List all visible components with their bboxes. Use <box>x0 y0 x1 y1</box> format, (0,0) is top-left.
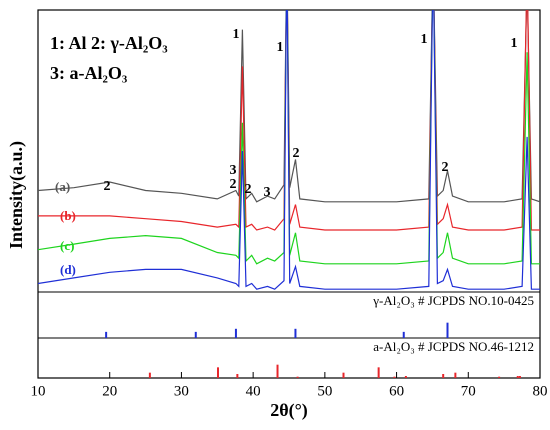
x-tick-label: 20 <box>102 383 117 399</box>
legend-text: 3: a-Al₂O₃ <box>50 63 128 83</box>
y-axis-label: Intensity(a.u.) <box>6 141 27 249</box>
peak-annotation: 2 <box>245 182 252 197</box>
x-tick-label: 80 <box>533 383 548 399</box>
peak-annotation: 2 <box>230 177 237 192</box>
peak-annotation: 3 <box>264 185 271 200</box>
xrd-trace <box>38 10 540 290</box>
peak-annotation: 1 <box>421 32 428 47</box>
peak-annotation: 2 <box>104 179 111 194</box>
reference-label: a-Al₂O₃ # JCPDS NO.46-1212 <box>373 339 534 354</box>
peak-annotation: 1 <box>233 27 240 42</box>
x-axis-label: 2θ(°) <box>270 400 308 421</box>
series-label: (c) <box>60 238 74 253</box>
series-label: (a) <box>55 179 70 194</box>
peak-annotation: 3 <box>230 163 237 178</box>
series-label: (b) <box>60 208 76 223</box>
reference-label: γ-Al₂O₃ # JCPDS NO.10-0425 <box>372 293 534 308</box>
x-tick-label: 50 <box>317 383 332 399</box>
peak-annotation: 1 <box>511 36 518 51</box>
x-tick-label: 60 <box>389 383 404 399</box>
legend-text: 1: Al 2: γ-Al₂O₃ <box>50 33 168 53</box>
peak-annotation: 1 <box>277 40 284 55</box>
x-tick-label: 10 <box>31 383 46 399</box>
x-tick-label: 30 <box>174 383 189 399</box>
peak-annotation: 2 <box>442 160 449 175</box>
x-tick-label: 40 <box>246 383 261 399</box>
peak-annotation: 2 <box>293 146 300 161</box>
xrd-trace <box>38 10 540 231</box>
xrd-trace <box>38 10 540 265</box>
plot-frame <box>37 9 541 379</box>
traces <box>38 10 540 290</box>
x-tick-label: 70 <box>461 383 476 399</box>
series-label: (d) <box>60 262 76 277</box>
xrd-trace <box>38 10 540 203</box>
